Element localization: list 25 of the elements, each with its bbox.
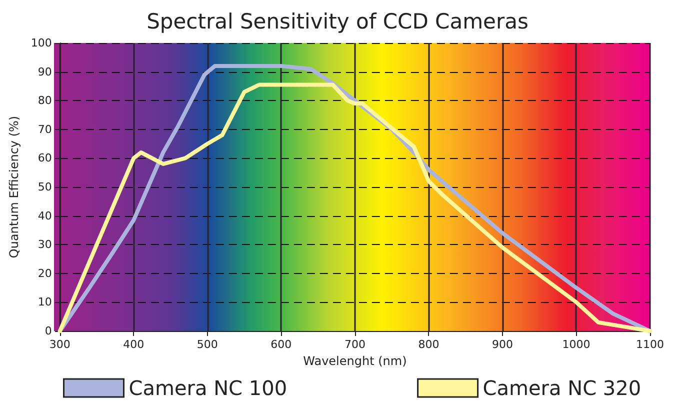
y-tick-label: 90 — [38, 65, 52, 78]
chart-title: Spectral Sensitivity of CCD Cameras — [146, 10, 528, 34]
y-tick-label: 10 — [38, 296, 52, 309]
legend-label: Camera NC 320 — [482, 376, 642, 400]
y-tick-label: 80 — [38, 94, 52, 108]
y-axis-title: Quantum Efficiency (%) — [7, 116, 21, 258]
x-tick-label: 400 — [123, 338, 144, 351]
x-tick-label: 300 — [49, 338, 70, 351]
x-tick-label: 800 — [418, 338, 440, 351]
x-tick-label: 600 — [270, 338, 292, 351]
x-tick-label: 1100 — [636, 338, 664, 351]
y-tick-label: 20 — [38, 266, 52, 280]
x-tick-label: 1000 — [562, 338, 590, 351]
x-tick-label: 900 — [492, 338, 513, 351]
y-tick-label: 100 — [30, 36, 52, 50]
x-axis-title: Wavelenght (nm) — [303, 354, 407, 368]
legend-label: Camera NC 100 — [128, 376, 288, 400]
y-tick-label: 50 — [38, 180, 52, 194]
y-tick-label: 40 — [38, 209, 52, 222]
y-tick-label: 70 — [38, 122, 52, 136]
y-tick-label: 0 — [44, 324, 52, 338]
x-tick-label: 500 — [196, 338, 218, 351]
y-tick-label: 30 — [38, 238, 52, 252]
x-tick-label: 700 — [344, 338, 366, 351]
y-tick-label: 60 — [38, 152, 52, 165]
